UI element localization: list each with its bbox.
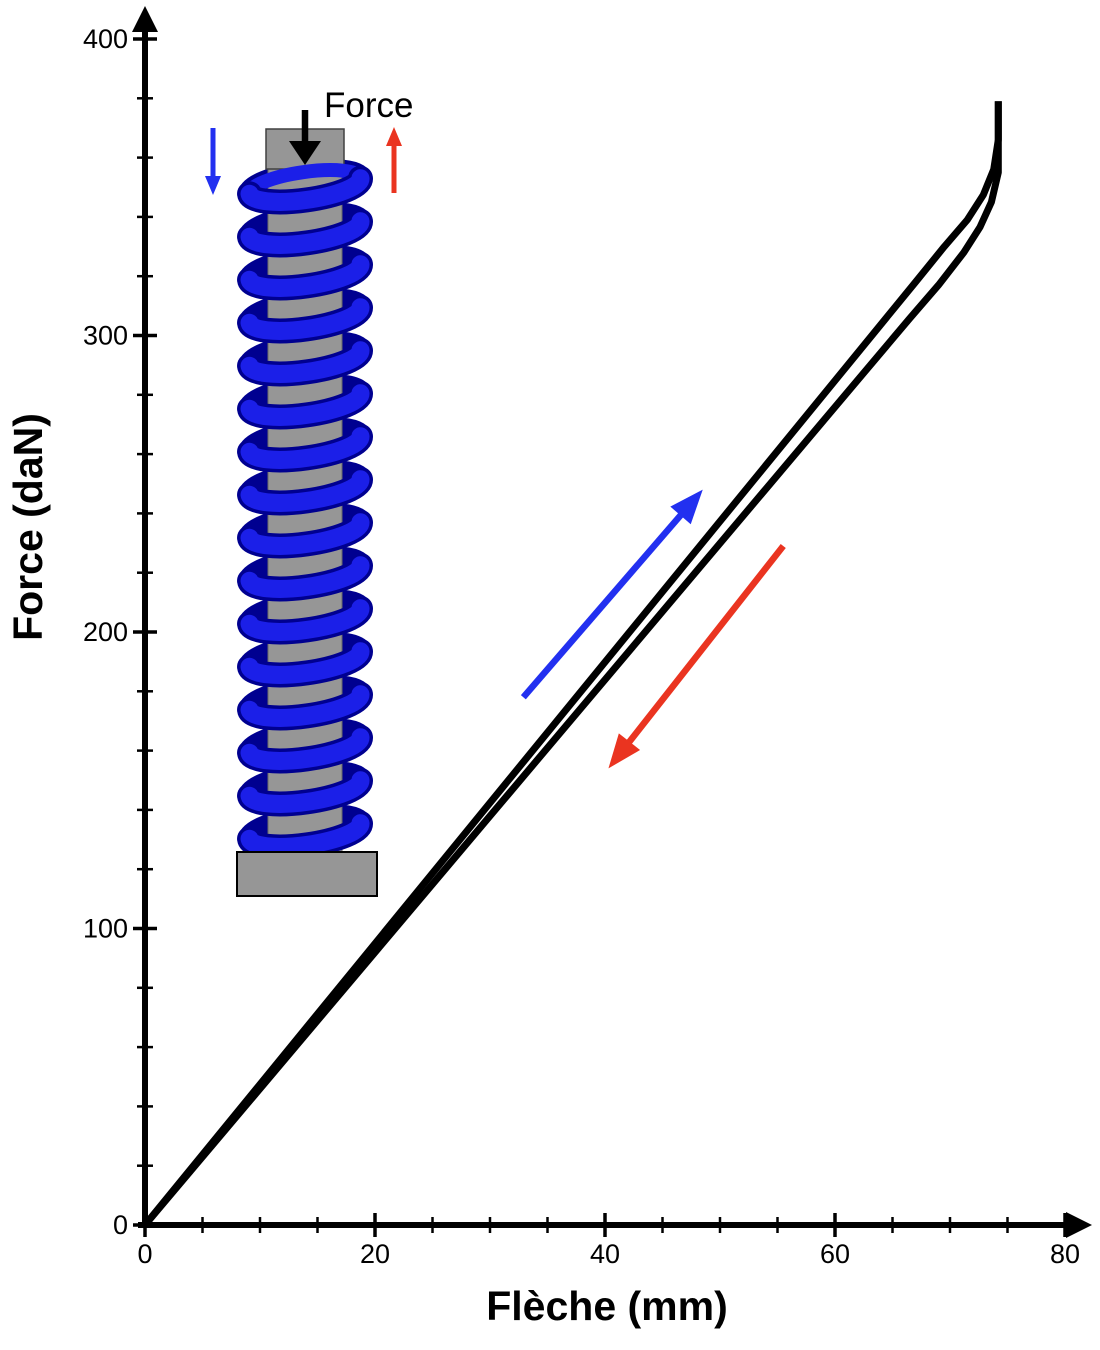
spring-coil-front-arc: [240, 685, 370, 727]
spring-coil: [237, 251, 373, 301]
spring-coil-front-arc: [240, 255, 370, 297]
y-tick-label: 200: [83, 617, 128, 647]
x-tick-label: 20: [360, 1239, 390, 1269]
rebound-up-arrow-head: [386, 127, 402, 146]
spring-coil-front-layer: [237, 163, 373, 860]
y-axis-arrowhead: [132, 6, 158, 32]
y-axis-title: Force (daN): [5, 413, 51, 641]
spring-coil: [237, 165, 373, 215]
unloading-direction-arrow-shaft: [625, 544, 786, 746]
spring-coil: [237, 337, 373, 387]
spring-coil: [237, 724, 373, 774]
y-tick-label: 400: [83, 24, 128, 54]
loading-direction-arrow-head: [670, 489, 703, 525]
spring-coil: [237, 638, 373, 688]
spring-coil-front-arc: [240, 513, 370, 555]
y-tick-label: 100: [83, 914, 128, 944]
spring-coil-front-arc: [240, 771, 370, 813]
spring-coil: [237, 466, 373, 516]
spring-coil-front-arc: [240, 298, 370, 340]
loading-direction-arrow: [520, 489, 703, 700]
annotation-layer: [520, 489, 786, 769]
y-tick-label: 300: [83, 321, 128, 351]
y-tick-label: 0: [113, 1210, 128, 1240]
unloading-direction-arrow-head: [608, 733, 641, 769]
curve-layer: [142, 101, 1002, 1228]
spring-coil-front-arc: [240, 642, 370, 684]
x-tick-label: 80: [1050, 1239, 1080, 1269]
spring-coil-front-arc: [240, 556, 370, 598]
spring-force-label: Force: [324, 86, 413, 125]
x-tick-label: 60: [820, 1239, 850, 1269]
force-arrow-head: [289, 141, 321, 165]
spring-coil-front-arc: [240, 384, 370, 426]
spring-coil-front-arc: [240, 212, 370, 254]
spring-coil-front-arc: [240, 169, 370, 211]
spring-coil: [237, 509, 373, 559]
spring-coil: [237, 552, 373, 602]
force-arrow: [289, 110, 321, 165]
compression-down-arrow: [205, 128, 221, 195]
loading-direction-arrow-shaft: [520, 511, 685, 700]
spring-base-plate: [236, 851, 378, 897]
spring-coil-front-arc: [240, 427, 370, 469]
x-axis-arrowhead: [1066, 1212, 1092, 1238]
spring-illustration: [205, 110, 402, 897]
compression-down-arrow-head: [205, 176, 221, 195]
spring-coil: [237, 380, 373, 430]
spring-coil-front-arc: [240, 814, 370, 856]
spring-coil-front-arc: [240, 599, 370, 641]
spring-coil: [237, 810, 373, 860]
x-tick-label: 40: [590, 1239, 620, 1269]
spring-coil-front-arc: [240, 728, 370, 770]
spring-coil: [237, 423, 373, 473]
unloading-direction-arrow: [608, 544, 786, 769]
spring-coil: [237, 208, 373, 258]
spring-coil: [237, 681, 373, 731]
axes-layer: 0 100 200 300 400 0 20 40 60 80: [83, 6, 1092, 1269]
x-tick-label: 0: [137, 1239, 152, 1269]
x-axis-title: Flèche (mm): [486, 1283, 728, 1329]
unloading-curve: [142, 101, 1002, 1228]
spring-coil: [237, 595, 373, 645]
spring-coil-front-arc: [240, 470, 370, 512]
spring-coil-front-arc: [240, 341, 370, 383]
rebound-up-arrow: [386, 127, 402, 193]
spring-coil: [237, 294, 373, 344]
spring-coil: [237, 767, 373, 817]
